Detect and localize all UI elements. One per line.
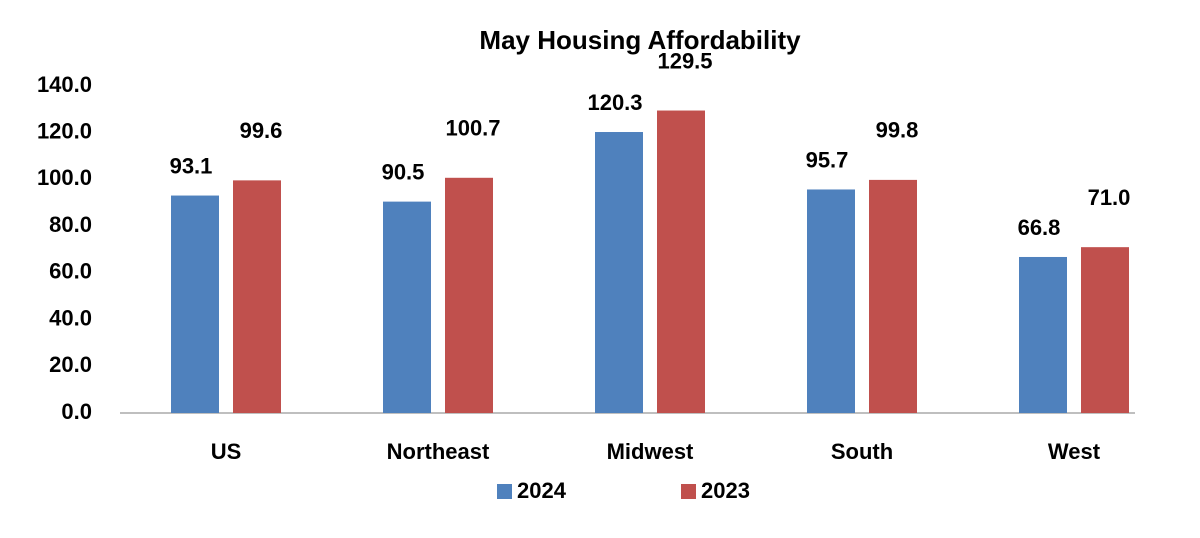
value-label: 129.5 [657,48,712,73]
y-tick-label: 60.0 [49,259,92,284]
y-tick-label: 20.0 [49,352,92,377]
value-label: 66.8 [1018,215,1061,240]
value-label: 100.7 [445,116,500,141]
chart-title: May Housing Affordability [479,25,801,55]
y-tick-label: 80.0 [49,212,92,237]
y-tick-label: 100.0 [37,165,92,190]
value-label: 90.5 [382,159,425,184]
bar [595,132,643,414]
value-label: 99.8 [876,118,919,143]
bar [869,179,917,413]
bar [383,201,431,413]
y-tick-label: 0.0 [61,399,92,424]
bar [657,110,705,414]
value-label: 93.1 [170,153,213,178]
bar [233,180,281,413]
bar [171,195,219,413]
legend-label: 2024 [517,478,567,503]
value-label: 95.7 [806,147,849,172]
y-tick-label: 40.0 [49,305,92,330]
y-tick-label: 120.0 [37,119,92,144]
bar [1019,256,1067,413]
x-tick-label: South [831,439,893,464]
value-label: 71.0 [1088,185,1131,210]
x-tick-label: US [211,439,242,464]
bar [1081,247,1129,413]
x-tick-label: West [1048,439,1101,464]
y-tick-label: 140.0 [37,72,92,97]
bar [807,189,855,413]
legend-swatch [497,484,512,499]
legend-label: 2023 [701,478,750,503]
x-tick-label: Midwest [607,439,694,464]
x-tick-label: Northeast [387,439,490,464]
legend-swatch [681,484,696,499]
value-label: 99.6 [240,118,283,143]
bar [445,177,493,413]
value-label: 120.3 [587,90,642,115]
